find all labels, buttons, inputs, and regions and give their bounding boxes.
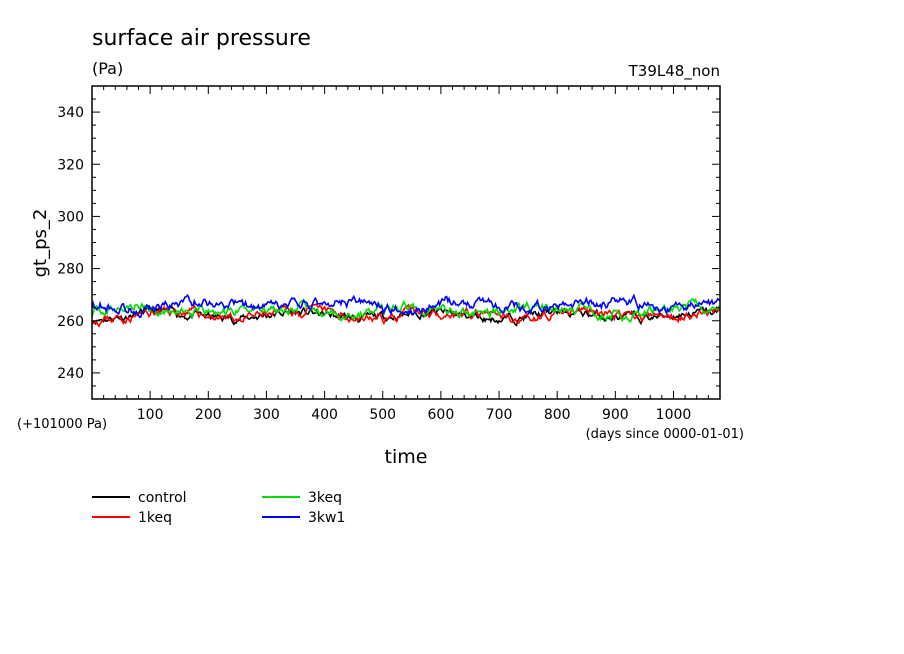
x-tick-label: 600 (428, 407, 455, 423)
x-axis-label: time (385, 446, 428, 468)
legend-label-control: control (138, 490, 187, 506)
legend: control 1keq 3keq 3kw1 (92, 490, 345, 526)
x-tick-label: 900 (602, 407, 629, 423)
x-tick-label: 500 (369, 407, 396, 423)
x-tick-label: 800 (544, 407, 571, 423)
x-units-label: (days since 0000-01-01) (586, 427, 744, 442)
legend-label-1keq: 1keq (138, 510, 172, 526)
x-tick-label: 1000 (656, 407, 692, 423)
x-tick-label: 100 (137, 407, 164, 423)
chart-units: (Pa) (92, 59, 123, 78)
x-tick-label: 200 (195, 407, 222, 423)
y-tick-label: 300 (57, 209, 84, 225)
x-tick-label: 700 (486, 407, 513, 423)
y-tick-label: 320 (57, 157, 84, 173)
axis-ticks: 100 200 300 400 500 600 700 800 900 1000 240 260 280… (57, 85, 720, 423)
chart-title: surface air pressure (92, 26, 311, 51)
y-tick-label: 240 (57, 366, 84, 382)
chart-subtitle-right: T39L48_non (628, 62, 720, 81)
y-tick-label: 340 (57, 105, 84, 121)
x-tick-label: 400 (311, 407, 338, 423)
y-tick-label: 280 (57, 262, 84, 278)
legend-label-3kw1: 3kw1 (308, 510, 345, 526)
plot-lines (91, 293, 721, 328)
offset-label: (+101000 Pa) (17, 417, 107, 432)
y-tick-label: 260 (57, 314, 84, 330)
y-axis-label: gt_ps_2 (30, 209, 51, 278)
legend-label-3keq: 3keq (308, 490, 342, 506)
series-line-3keq (91, 297, 721, 324)
plot-frame (91, 85, 721, 400)
x-tick-label: 300 (253, 407, 280, 423)
series-line-3kw1 (91, 293, 721, 319)
